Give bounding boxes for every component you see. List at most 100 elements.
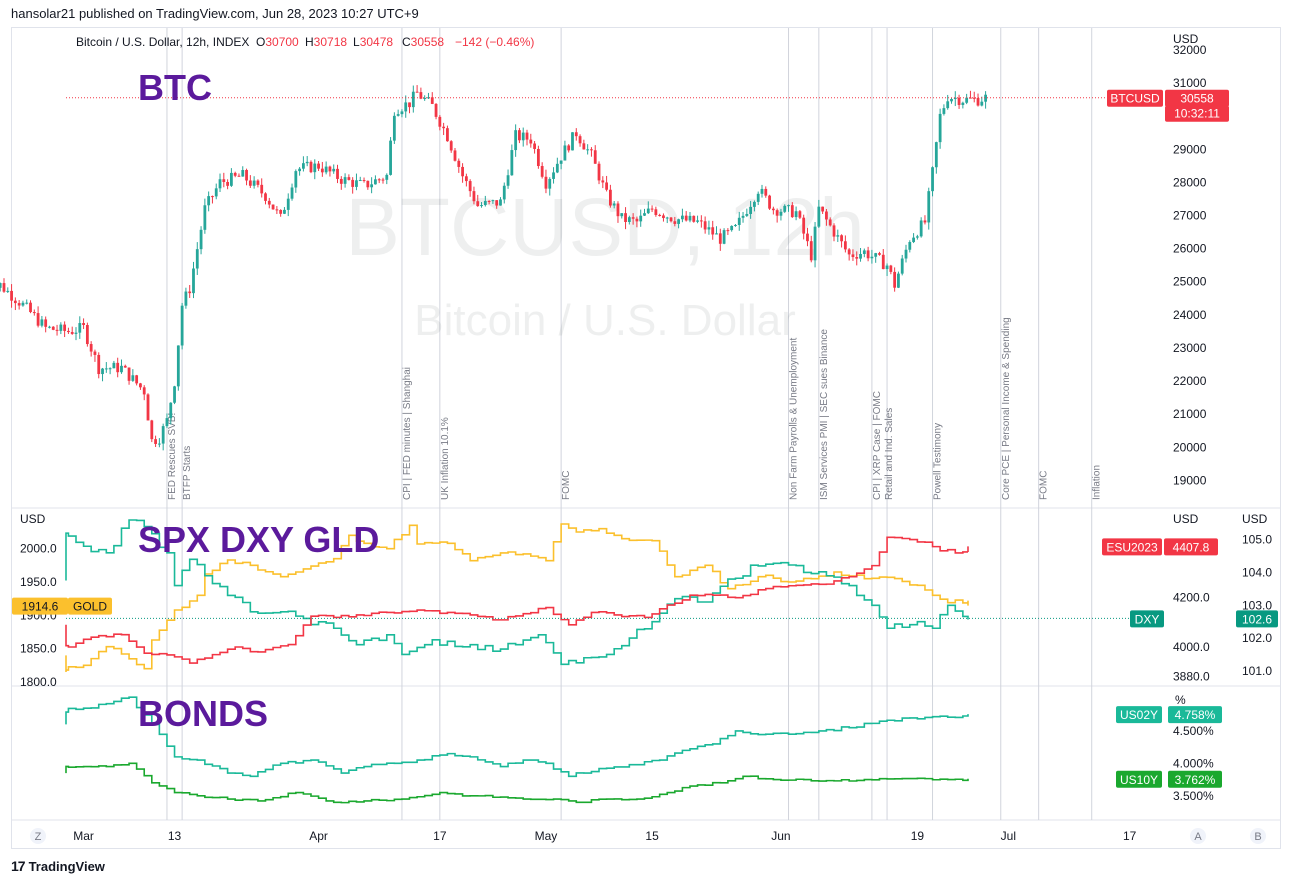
candle-body [139, 383, 142, 388]
event-label: UK Inflation 10.1% [440, 417, 451, 500]
auto-scale-button[interactable]: A [1190, 828, 1206, 844]
bonds-pane [65, 696, 969, 804]
candle-body [199, 229, 203, 250]
chart-frame [11, 27, 1281, 849]
esu-name-tag[interactable]: ESU2023 [1102, 538, 1162, 556]
candle-body [601, 180, 605, 183]
pane-title-bonds: BONDS [138, 693, 268, 734]
spx-axis-tick: 4200.0 [1173, 591, 1210, 605]
candle-body [320, 168, 324, 173]
time-axis-tick: Jun [771, 829, 790, 843]
us10y-name-tag[interactable]: US10Y [1116, 770, 1162, 788]
candle-body [195, 249, 199, 269]
spx-series-line[interactable] [65, 536, 969, 664]
candle-body [347, 177, 351, 180]
us10y-value-tag-text: 3.762% [1175, 773, 1216, 787]
us02y-name-tag[interactable]: US02Y [1116, 706, 1162, 724]
btcusd-price-tag-text: 30558 [1180, 92, 1214, 106]
low-value: 30478 [360, 35, 394, 49]
candle-body [229, 172, 233, 186]
candle-body [840, 235, 843, 242]
candle-body [688, 215, 692, 221]
candle-body [40, 319, 44, 326]
candle-body [10, 290, 13, 301]
candle-body [620, 213, 624, 217]
candle-body [290, 187, 294, 199]
candle-body [681, 215, 684, 220]
candle-body [927, 191, 931, 223]
candle-body [745, 213, 749, 216]
time-axis-tick: Mar [73, 829, 94, 843]
candle-body [192, 268, 195, 294]
candle-body [487, 200, 491, 202]
symbol-legend[interactable]: Bitcoin / U.S. Dollar, 12h, INDEX O30700… [76, 35, 534, 49]
candle-body [415, 91, 419, 93]
candle-body [957, 97, 961, 105]
candle-body [150, 420, 154, 440]
dxy-name-tag[interactable]: DXY [1130, 610, 1164, 628]
btcusd-name-tag[interactable]: BTCUSD [1107, 89, 1163, 107]
candle-body [127, 367, 131, 381]
pane-title-spx-dxy-gld: SPX DXY GLD [138, 519, 379, 560]
candle-body [760, 188, 764, 194]
esu-price-tag[interactable]: 4407.8 [1164, 538, 1218, 556]
candle-body [464, 176, 468, 182]
close-label: C [402, 35, 411, 49]
candle-body [112, 362, 116, 369]
candle-body [703, 221, 707, 230]
candle-body [529, 139, 533, 144]
candle-body [279, 209, 283, 214]
candle-body [305, 161, 309, 164]
candle-body [358, 180, 362, 182]
candle-body [779, 211, 783, 216]
gold-price-tag[interactable]: 1914.6 [12, 597, 68, 615]
candle-body [753, 201, 756, 207]
gold-name-tag[interactable]: GOLD [68, 597, 112, 615]
us10y-value-tag[interactable]: 3.762% [1168, 770, 1222, 788]
candle-body [131, 375, 135, 381]
candle-body [510, 150, 514, 176]
candle-body [578, 136, 582, 144]
candle-body [908, 242, 912, 250]
candle-body [442, 126, 446, 129]
btc-axis-tick: 22000 [1173, 374, 1207, 388]
candle-body [241, 169, 245, 177]
btcusd-countdown-tag[interactable]: 10:32:11 [1165, 105, 1229, 122]
candle-body [302, 163, 305, 169]
dxy-price-tag[interactable]: 102.6 [1236, 610, 1278, 628]
publisher-line: hansolar21 published on TradingView.com,… [11, 6, 419, 21]
gold-axis-unit: USD [20, 512, 46, 526]
us02y-value-tag[interactable]: 4.758% [1168, 706, 1222, 724]
candle-body [165, 418, 169, 427]
candle-body [396, 114, 400, 116]
candle-body [218, 179, 222, 189]
candle-body [332, 168, 336, 172]
time-axis-tick: Jul [1001, 829, 1016, 843]
dxy-series-line[interactable] [65, 519, 969, 666]
tradingview-brand[interactable]: 17 TradingView [11, 858, 105, 874]
time-axis-tick: 15 [645, 829, 659, 843]
scale-mode-button[interactable]: B [1250, 828, 1266, 844]
event-label: BTFP Starts [182, 446, 193, 500]
candle-body [764, 188, 768, 196]
btcusd-price-tag[interactable]: 30558 [1165, 89, 1229, 107]
us10y-series-line[interactable] [65, 762, 969, 804]
open-value: 30700 [265, 35, 299, 49]
candle-body [590, 149, 593, 151]
gold-series-line[interactable] [65, 523, 969, 672]
us02y-series-line[interactable] [65, 696, 969, 778]
open-label: O [256, 35, 265, 49]
candle-body [825, 211, 828, 220]
candle-body [355, 180, 358, 187]
candle-body [67, 330, 70, 333]
scroll-to-start-button[interactable]: Z [30, 828, 46, 844]
candle-body [502, 185, 506, 200]
candle-body [616, 203, 620, 217]
candle-body [931, 167, 934, 192]
candle-body [730, 225, 734, 231]
candle-body [298, 168, 302, 172]
candle-body [787, 205, 790, 207]
candle-body [669, 217, 673, 222]
candle-body [912, 237, 915, 243]
